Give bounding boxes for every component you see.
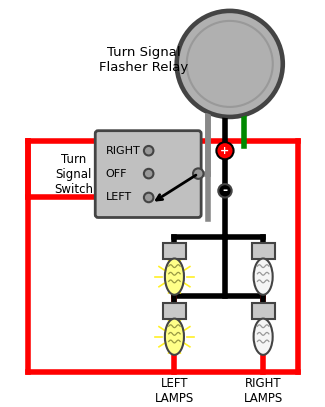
Circle shape <box>216 142 234 159</box>
FancyBboxPatch shape <box>95 131 201 217</box>
Text: RIGHT: RIGHT <box>106 146 140 156</box>
Bar <box>252 243 275 258</box>
Text: LEFT: LEFT <box>106 193 132 202</box>
Ellipse shape <box>165 258 184 295</box>
Text: Turn
Signal
Switch: Turn Signal Switch <box>54 153 93 196</box>
Circle shape <box>175 9 285 119</box>
Bar <box>252 303 275 319</box>
Circle shape <box>144 169 153 178</box>
Text: RIGHT
LAMPS: RIGHT LAMPS <box>243 377 283 405</box>
Text: OFF: OFF <box>106 168 127 179</box>
Circle shape <box>193 168 203 179</box>
Circle shape <box>177 11 282 116</box>
Text: -: - <box>222 184 227 197</box>
Circle shape <box>144 146 153 155</box>
Circle shape <box>187 21 273 107</box>
Ellipse shape <box>165 319 184 355</box>
Circle shape <box>144 193 153 202</box>
Bar <box>163 243 186 258</box>
Ellipse shape <box>254 319 273 355</box>
Bar <box>163 303 186 319</box>
Text: Turn Signal
Flasher Relay: Turn Signal Flasher Relay <box>99 46 188 74</box>
Ellipse shape <box>254 258 273 295</box>
Text: +: + <box>220 146 229 156</box>
Circle shape <box>218 184 232 197</box>
Text: LEFT
LAMPS: LEFT LAMPS <box>155 377 194 405</box>
